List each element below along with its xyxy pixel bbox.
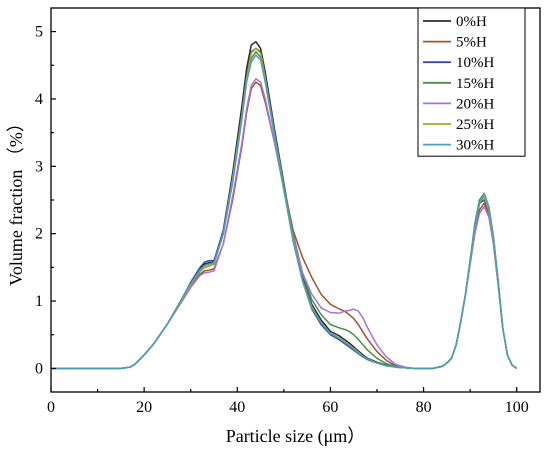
- y-tick-label: 2: [35, 226, 43, 243]
- legend-label: 10%H: [456, 55, 494, 71]
- y-tick-label: 3: [35, 158, 43, 175]
- x-tick-label: 40: [229, 399, 245, 416]
- x-tick-label: 20: [136, 399, 152, 416]
- legend-label: 5%H: [456, 35, 487, 51]
- series-line-30pcth: [51, 54, 518, 370]
- y-tick-label: 4: [35, 91, 43, 108]
- x-tick-label: 0: [47, 399, 55, 416]
- legend: 0%H 5%H 10%H 15%H 20%H 25%H 30%H: [417, 7, 526, 157]
- axes: 0 20 40 60 80 100 0 1 2 3 4 5: [35, 7, 541, 416]
- plot-area: [51, 40, 518, 370]
- legend-label: 0%H: [456, 14, 487, 30]
- legend-label: 30%H: [456, 138, 494, 154]
- x-tick-label: 60: [322, 399, 338, 416]
- y-tick-label: 1: [35, 293, 43, 310]
- x-tick-label: 80: [416, 399, 432, 416]
- legend-box: [417, 7, 526, 157]
- legend-label: 20%H: [456, 96, 494, 112]
- y-tick-label: 0: [35, 360, 43, 377]
- legend-label: 25%H: [456, 117, 494, 133]
- x-axis-label: Particle size (μm）: [226, 426, 366, 447]
- legend-label: 15%H: [456, 76, 494, 92]
- y-tick-label: 5: [35, 24, 43, 41]
- y-axis-label: Volume fraction （%）: [6, 114, 26, 286]
- x-tick-label: 100: [505, 399, 529, 416]
